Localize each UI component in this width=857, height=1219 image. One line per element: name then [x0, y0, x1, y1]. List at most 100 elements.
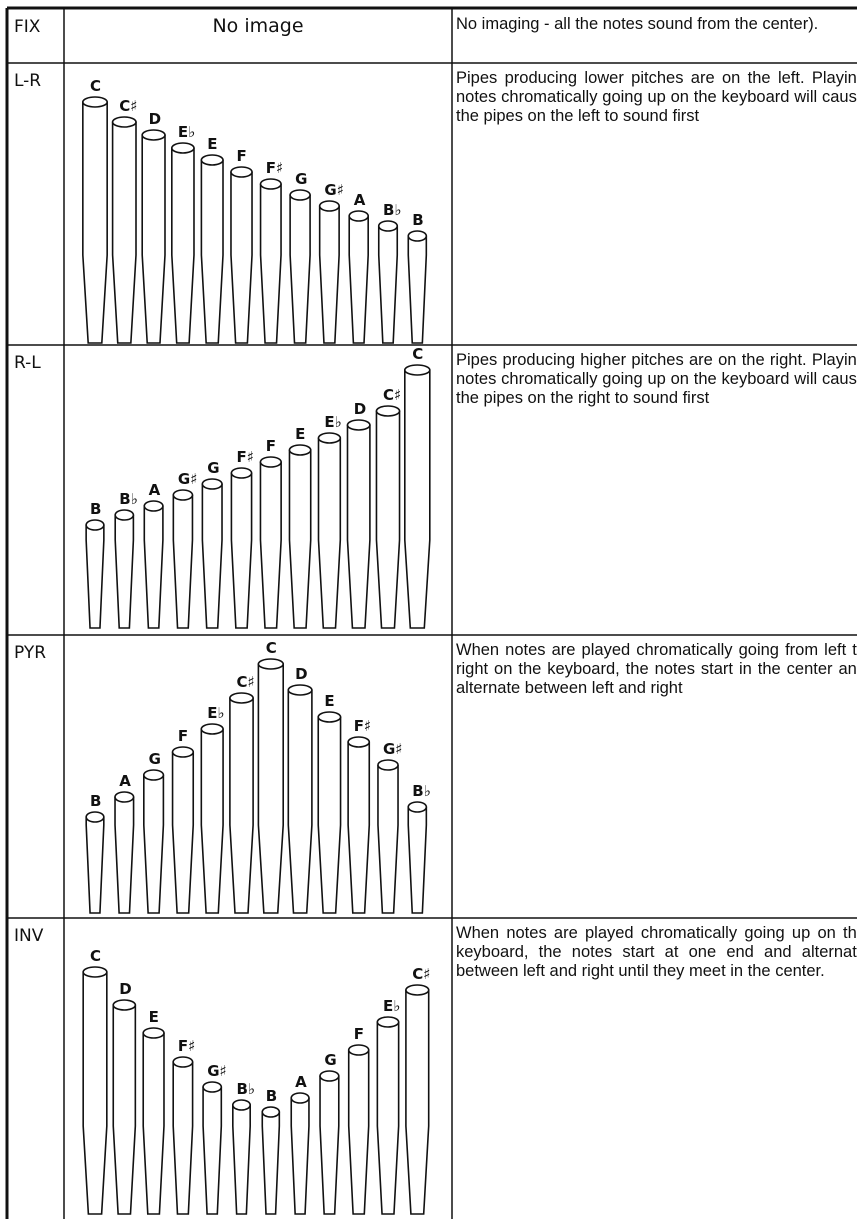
pipe-mouth: [85, 519, 105, 531]
pipe-note: F: [237, 147, 247, 165]
pipe-note: E: [207, 135, 217, 153]
pipe-note: B: [266, 1087, 277, 1105]
pipe: [257, 664, 285, 914]
pipe: [376, 1022, 400, 1215]
pipe: [261, 1112, 281, 1215]
pipe: [143, 775, 165, 914]
row-description: When notes are played chromatically goin…: [456, 924, 857, 980]
pipe-mouth: [230, 467, 253, 479]
pipe-note: C: [90, 77, 101, 95]
row-description: No imaging - all the notes sound from th…: [456, 15, 819, 33]
pipe: [141, 135, 166, 344]
pipe: [172, 1062, 194, 1215]
pipe: [143, 506, 164, 629]
pipe-mouth: [232, 1099, 251, 1111]
pipe: [287, 690, 313, 914]
pipe: [348, 216, 369, 344]
pipe-mouth: [111, 116, 137, 128]
pipe: [232, 1105, 251, 1215]
pipe: [171, 148, 195, 344]
pipe: [200, 160, 224, 344]
pipe-mouth: [143, 769, 165, 781]
pipe-mouth: [171, 142, 195, 154]
row-code: FIX: [14, 17, 41, 37]
pipe-mouth: [347, 1044, 370, 1056]
pipe: [259, 184, 282, 344]
pipe-note: B: [90, 792, 101, 810]
pipe-mouth: [172, 489, 194, 501]
row-code: R-L: [14, 353, 41, 373]
pipe-mouth: [229, 692, 254, 704]
pipe-note: C: [90, 947, 101, 965]
pipe-mouth: [114, 791, 135, 803]
pipe-mouth: [171, 746, 195, 758]
pipe-mouth: [142, 1027, 165, 1039]
pipe: [318, 206, 340, 344]
pipe-note: B: [90, 500, 101, 518]
pipe-note: F♯: [237, 448, 255, 466]
pipe: [229, 698, 254, 914]
table-borders: [5, 6, 857, 1219]
pipe-note: E♭: [383, 997, 400, 1015]
pipe: [407, 807, 428, 914]
pipe: [346, 425, 371, 629]
pipe-note: E♭: [324, 413, 341, 431]
pipe-mouth: [114, 509, 135, 521]
pipe: [375, 411, 401, 629]
pipe-note: B♭: [383, 201, 402, 219]
pipe-note: G: [207, 459, 219, 477]
pipe-note: G: [149, 750, 161, 768]
pipe-note: C♯: [383, 386, 401, 404]
pipe: [317, 438, 342, 629]
pipe-mouth: [85, 811, 105, 823]
row-description: Pipes producing higher pitches are on th…: [456, 351, 857, 407]
pipe: [114, 797, 135, 914]
pipe-mouth: [347, 736, 371, 748]
pipe-note: D: [354, 400, 366, 418]
row-description: When notes are played chromatically goin…: [456, 641, 857, 697]
pipe-mouth: [259, 456, 282, 468]
pipe: [114, 515, 135, 629]
pipe-note: F♯: [354, 717, 372, 735]
pipe: [317, 717, 342, 914]
pipe-mouth: [289, 189, 311, 201]
pipe-note: A: [149, 481, 161, 499]
pipe-mouth: [257, 658, 285, 670]
pipe-note: D: [119, 980, 131, 998]
pipe: [290, 1098, 310, 1215]
pipe-mouth: [319, 1070, 340, 1082]
pipe: [347, 1050, 370, 1215]
pipe-mouth: [377, 220, 399, 232]
row-code: INV: [14, 926, 44, 946]
pipe: [142, 1033, 165, 1215]
pipe-note: D: [295, 665, 307, 683]
pipe-note: B♭: [119, 490, 138, 508]
pipe-mouth: [346, 419, 371, 431]
pipe-note: G♯: [178, 470, 198, 488]
pipe-note: E: [324, 692, 334, 710]
pipe: [82, 102, 108, 344]
pipe-mouth: [407, 801, 428, 813]
pipe: [347, 742, 371, 914]
pipe-mouth: [348, 210, 369, 222]
pipe-note: C: [412, 345, 423, 363]
pipe-mouth: [82, 96, 108, 108]
pipe-note: G: [324, 1051, 336, 1069]
pipe-mouth: [202, 1081, 223, 1093]
pipe-note: F♯: [266, 159, 284, 177]
pipe-note: B♭: [237, 1080, 256, 1098]
pipe: [404, 370, 431, 629]
pipe: [377, 765, 399, 914]
pipe: [112, 1005, 137, 1215]
pipe-mouth: [290, 1092, 310, 1104]
pipe-note: C♯: [237, 673, 255, 691]
pipe-note: G: [295, 170, 307, 188]
pipe-note: G♯: [383, 740, 403, 758]
pipe-mouth: [375, 405, 401, 417]
pipe-note: E♭: [207, 704, 224, 722]
row-code: PYR: [14, 643, 47, 663]
pipe: [200, 729, 224, 914]
pipe-mouth: [405, 984, 430, 996]
